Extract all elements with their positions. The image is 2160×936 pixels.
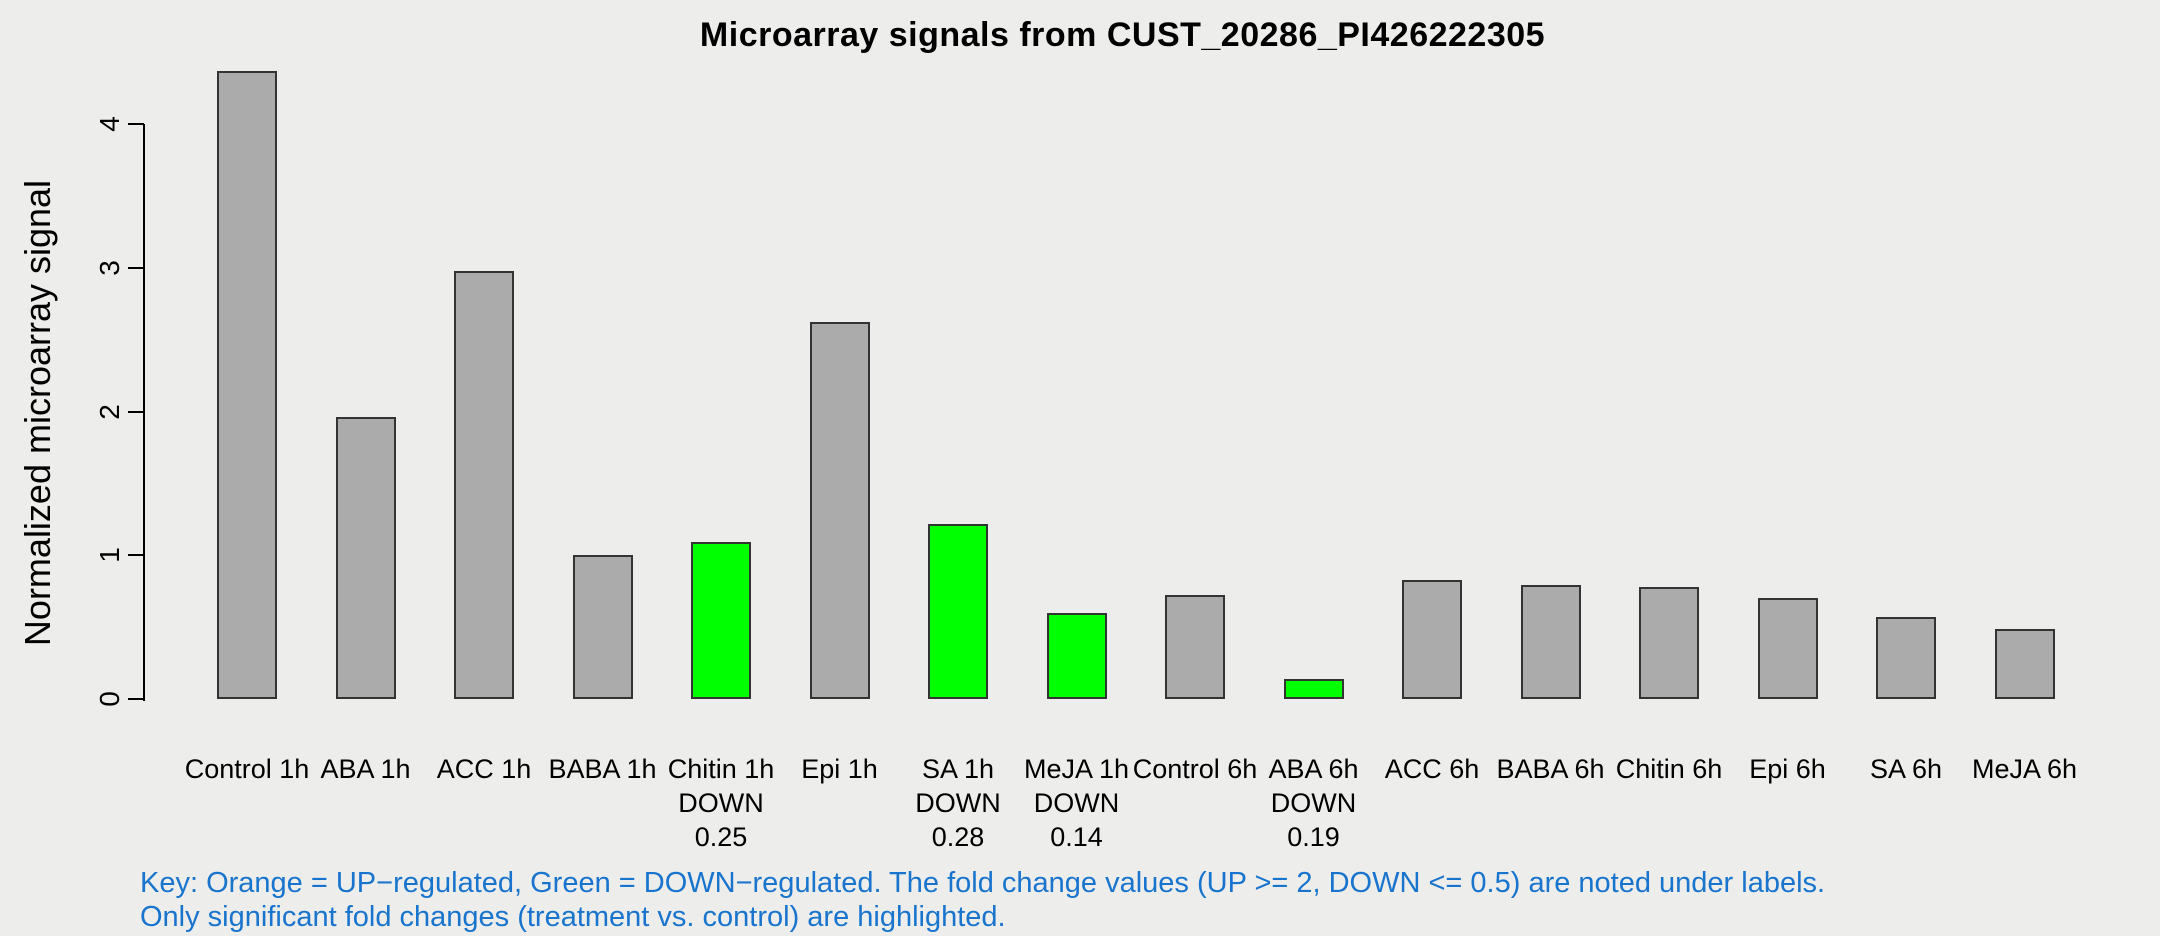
x-label-text: BABA 1h <box>548 754 657 784</box>
bar-control-6h <box>1165 595 1225 699</box>
x-label-text: SA 6h <box>1869 754 1943 784</box>
x-label-chitin-1h: Chitin 1h DOWN 0.25 <box>646 752 796 854</box>
y-axis-line <box>143 124 145 701</box>
x-label-baba-6h: BABA 6h <box>1476 752 1626 786</box>
chart-title: Microarray signals from CUST_20286_PI426… <box>699 16 1546 54</box>
y-tick-mark-3 <box>128 266 144 269</box>
x-label-meja-1h: MeJA 1h DOWN 0.14 <box>1002 752 1152 854</box>
fold-change-value: 0.25 <box>694 822 748 852</box>
x-label-sa-6h: SA 6h <box>1831 752 1981 786</box>
bar-epi-6h <box>1757 598 1818 699</box>
x-label-aba-1h: ABA 1h <box>291 752 441 786</box>
x-label-text: Control 1h <box>184 754 310 784</box>
fold-direction-label: DOWN <box>678 788 764 818</box>
x-label-text: Epi 1h <box>801 754 878 784</box>
y-tick-label-4: 4 <box>94 116 125 132</box>
bar-sa-1h <box>928 524 988 699</box>
x-label-text: Chitin 1h <box>667 754 775 784</box>
x-label-acc-1h: ACC 1h <box>409 752 559 786</box>
bar-control-1h <box>217 71 277 699</box>
fold-change-value: 0.28 <box>931 822 985 852</box>
fold-change-value: 0.14 <box>1050 822 1103 852</box>
x-label-meja-6h: MeJA 6h <box>1950 752 2100 786</box>
x-label-acc-6h: ACC 6h <box>1357 752 1507 786</box>
x-label-epi-1h: Epi 1h <box>765 752 915 786</box>
bar-meja-1h <box>1046 613 1107 699</box>
x-label-text: Chitin 6h <box>1615 754 1723 784</box>
x-label-text: MeJA 6h <box>1971 754 2078 784</box>
bar-aba-6h <box>1283 679 1344 699</box>
y-tick-mark-4 <box>128 123 144 125</box>
key-note-line-1: Key: Orange = UP−regulated, Green = DOWN… <box>140 867 1826 899</box>
bar-baba-6h <box>1520 585 1581 699</box>
key-note-line-2: Only significant fold changes (treatment… <box>140 901 1006 933</box>
bar-sa-6h <box>1876 617 1936 699</box>
fold-change-value: 0.19 <box>1287 822 1340 852</box>
y-tick-mark-2 <box>128 410 144 413</box>
y-tick-label-3: 3 <box>94 259 125 276</box>
x-label-text: Control 6h <box>1132 754 1258 784</box>
x-label-chitin-6h: Chitin 6h <box>1594 752 1744 786</box>
x-label-text: BABA 6h <box>1496 754 1605 784</box>
x-label-control-6h: Control 6h <box>1120 752 1270 786</box>
x-label-text: ACC 1h <box>436 754 532 784</box>
x-label-text: MeJA 1h <box>1023 754 1130 784</box>
y-tick-mark-1 <box>128 554 144 557</box>
fold-direction-label: DOWN <box>1033 788 1120 818</box>
x-label-aba-6h: ABA 6h DOWN 0.19 <box>1239 752 1389 854</box>
y-tick-label-0: 0 <box>94 691 125 707</box>
bar-acc-1h <box>454 271 514 699</box>
key-note: Key: Orange = UP−regulated, Green = DOWN… <box>140 866 1825 934</box>
x-label-baba-1h: BABA 1h <box>528 752 678 786</box>
x-label-sa-1h: SA 1h DOWN 0.28 <box>883 752 1033 854</box>
y-axis-label: Normalized microarray signal <box>17 179 58 647</box>
y-tick-label-2: 2 <box>94 403 125 420</box>
x-label-text: SA 1h <box>921 754 995 784</box>
x-label-text: ABA 1h <box>320 754 411 784</box>
fold-direction-label: DOWN <box>915 788 1001 818</box>
bar-acc-6h <box>1402 580 1462 699</box>
y-tick-label-1: 1 <box>94 547 125 564</box>
bar-meja-6h <box>1994 629 2055 699</box>
bar-baba-1h <box>572 555 633 699</box>
bar-chitin-1h <box>691 542 751 699</box>
x-label-text: Epi 6h <box>1749 754 1826 784</box>
bar-chitin-6h <box>1639 587 1699 699</box>
x-label-epi-6h: Epi 6h <box>1713 752 1863 786</box>
x-label-text: ACC 6h <box>1384 754 1480 784</box>
y-tick-mark-0 <box>128 698 144 700</box>
bar-aba-1h <box>335 417 396 699</box>
x-label-control-1h: Control 1h <box>172 752 322 786</box>
fold-direction-label: DOWN <box>1270 788 1357 818</box>
bar-epi-1h <box>809 322 870 699</box>
x-label-text: ABA 6h <box>1268 754 1359 784</box>
